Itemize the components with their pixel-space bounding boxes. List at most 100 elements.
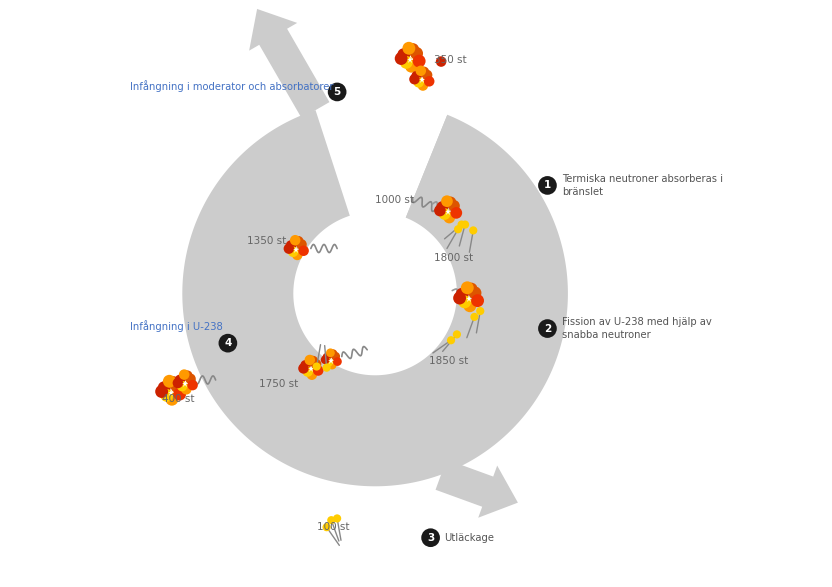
Circle shape	[313, 362, 321, 370]
Text: 4: 4	[224, 338, 231, 348]
Circle shape	[299, 245, 309, 256]
Circle shape	[398, 48, 410, 61]
Circle shape	[182, 370, 192, 381]
Text: Infångning i U-238: Infångning i U-238	[130, 320, 222, 332]
Circle shape	[219, 334, 237, 353]
Circle shape	[410, 47, 423, 60]
Circle shape	[161, 389, 173, 402]
Circle shape	[454, 225, 462, 233]
Circle shape	[463, 299, 476, 312]
Circle shape	[418, 80, 428, 91]
Circle shape	[444, 197, 456, 208]
Circle shape	[437, 201, 448, 213]
Circle shape	[331, 352, 340, 360]
Circle shape	[394, 52, 408, 65]
Circle shape	[461, 221, 469, 229]
Circle shape	[469, 227, 478, 234]
Circle shape	[411, 71, 422, 82]
Text: 1350 st: 1350 st	[247, 236, 287, 246]
Circle shape	[171, 380, 184, 393]
Circle shape	[292, 249, 303, 260]
Text: 1: 1	[544, 180, 551, 190]
Circle shape	[436, 56, 447, 67]
Circle shape	[186, 373, 196, 384]
Circle shape	[158, 381, 171, 394]
Polygon shape	[182, 110, 568, 486]
Circle shape	[333, 357, 342, 366]
Circle shape	[456, 288, 468, 301]
Circle shape	[285, 240, 296, 251]
Circle shape	[323, 353, 331, 362]
Circle shape	[441, 195, 453, 207]
Circle shape	[438, 208, 450, 220]
Circle shape	[321, 355, 329, 364]
Circle shape	[421, 528, 440, 547]
Text: Infångning i moderator och absorbatorer: Infångning i moderator och absorbatorer	[130, 80, 334, 92]
Polygon shape	[406, 114, 488, 218]
Text: 5: 5	[334, 87, 341, 97]
Circle shape	[406, 43, 419, 56]
Circle shape	[450, 207, 462, 219]
Text: 100 st: 100 st	[317, 522, 349, 532]
Circle shape	[308, 356, 318, 366]
Circle shape	[307, 369, 317, 380]
Circle shape	[424, 76, 434, 86]
Circle shape	[323, 363, 330, 372]
Polygon shape	[249, 9, 329, 118]
Circle shape	[177, 381, 187, 392]
Circle shape	[461, 281, 473, 294]
Circle shape	[447, 336, 455, 345]
Circle shape	[453, 330, 461, 339]
Circle shape	[290, 235, 300, 245]
Circle shape	[471, 294, 484, 307]
Circle shape	[327, 516, 335, 524]
Circle shape	[284, 244, 295, 254]
Circle shape	[323, 523, 330, 531]
Circle shape	[163, 375, 176, 387]
Circle shape	[448, 200, 460, 212]
Circle shape	[313, 365, 324, 376]
Text: Fission av U-238 med hjälp av
snabba neutroner: Fission av U-238 med hjälp av snabba neu…	[562, 317, 712, 340]
Circle shape	[311, 359, 321, 369]
Circle shape	[181, 384, 191, 394]
Polygon shape	[435, 460, 518, 518]
Circle shape	[293, 236, 304, 247]
Circle shape	[538, 176, 557, 195]
Circle shape	[324, 358, 333, 367]
Circle shape	[179, 369, 190, 380]
Text: Termiska neutroner absorberas i
bränslet: Termiska neutroner absorberas i bränslet	[562, 174, 723, 197]
Circle shape	[328, 83, 346, 102]
Circle shape	[414, 77, 424, 87]
Circle shape	[156, 385, 168, 398]
Text: Utläckage: Utläckage	[444, 533, 494, 543]
Circle shape	[458, 295, 471, 308]
Circle shape	[415, 66, 426, 76]
Circle shape	[173, 387, 186, 400]
Circle shape	[187, 380, 198, 390]
Circle shape	[476, 307, 484, 315]
Circle shape	[329, 349, 338, 358]
Circle shape	[328, 360, 337, 369]
Circle shape	[465, 282, 478, 295]
Circle shape	[166, 376, 180, 389]
Circle shape	[470, 313, 478, 321]
Circle shape	[296, 239, 307, 249]
Circle shape	[413, 55, 426, 68]
Circle shape	[409, 74, 419, 85]
Circle shape	[468, 286, 482, 299]
Circle shape	[302, 366, 313, 377]
Circle shape	[175, 375, 186, 385]
Circle shape	[333, 514, 341, 522]
Circle shape	[403, 42, 415, 55]
Circle shape	[300, 360, 311, 370]
Circle shape	[405, 60, 418, 73]
Circle shape	[305, 355, 315, 365]
Text: 400 st: 400 st	[162, 394, 195, 404]
Text: 1850 st: 1850 st	[428, 356, 468, 366]
Circle shape	[443, 212, 455, 224]
Text: 1800 st: 1800 st	[434, 254, 473, 264]
Circle shape	[298, 363, 309, 374]
Text: 1750 st: 1750 st	[259, 379, 299, 389]
Circle shape	[400, 56, 413, 69]
Circle shape	[418, 66, 429, 77]
